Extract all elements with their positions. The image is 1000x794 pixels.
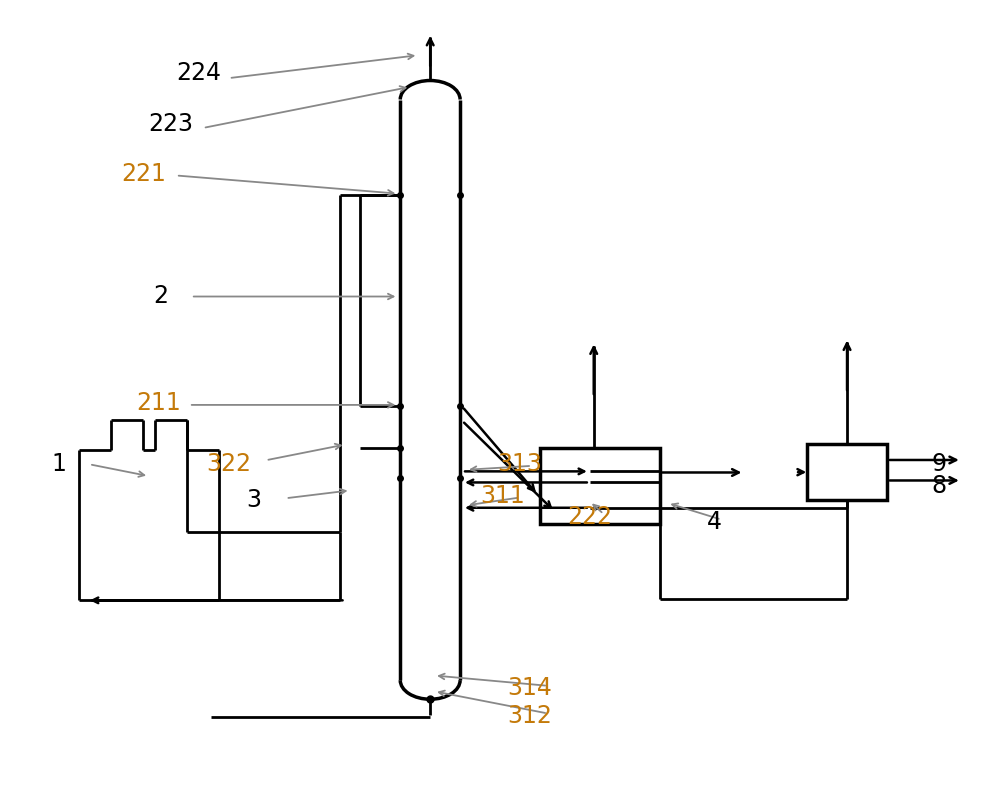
- Text: 2: 2: [153, 283, 168, 308]
- Text: 221: 221: [122, 162, 166, 186]
- Text: 3: 3: [246, 488, 261, 512]
- Text: 313: 313: [498, 453, 542, 476]
- Text: 222: 222: [567, 505, 612, 530]
- Text: 322: 322: [206, 453, 251, 476]
- Text: 224: 224: [176, 60, 221, 85]
- Text: 9: 9: [931, 453, 946, 476]
- Bar: [807, 445, 887, 500]
- Text: 211: 211: [137, 391, 181, 415]
- Text: 8: 8: [931, 474, 946, 499]
- Text: 311: 311: [481, 484, 525, 508]
- Bar: [540, 449, 660, 523]
- Text: 1: 1: [52, 453, 67, 476]
- Text: 223: 223: [148, 112, 193, 136]
- Text: 314: 314: [507, 676, 552, 700]
- Text: 4: 4: [707, 510, 722, 534]
- Text: 312: 312: [507, 703, 552, 728]
